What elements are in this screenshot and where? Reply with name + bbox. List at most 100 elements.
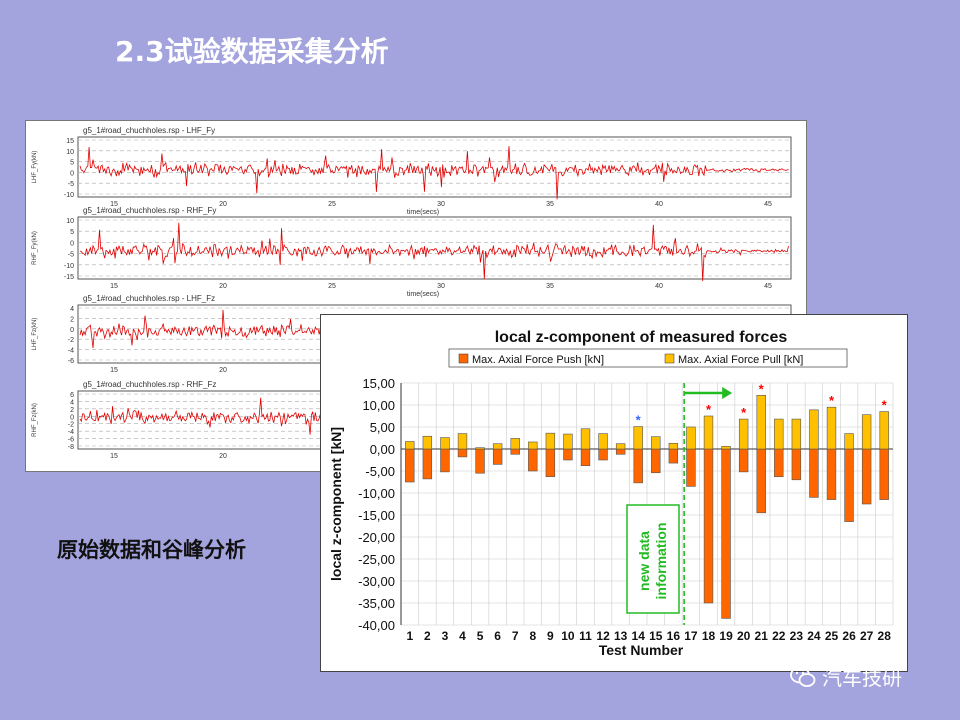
x-tick-label: 13 [614, 629, 628, 643]
watermark-text: 汽车技研 [822, 666, 902, 690]
waveform-xlabel: time(secs) [407, 209, 439, 216]
waveform-xtick-label: 20 [219, 201, 227, 208]
waveform-signal [79, 309, 321, 349]
x-tick-label: 7 [512, 629, 519, 643]
bar-marker: * [882, 398, 888, 413]
bar-marker: * [706, 402, 712, 417]
bar [668, 442, 679, 450]
bar [528, 448, 538, 472]
waveform-ytick-label: -5 [68, 181, 74, 188]
waveform-ytick-label: 5 [70, 229, 74, 236]
waveform-ytick-label: -10 [64, 263, 74, 270]
bar [510, 438, 520, 450]
x-tick-label: 11 [579, 629, 592, 643]
waveform-xtick-label: 15 [110, 283, 118, 290]
x-tick-label: 10 [561, 629, 575, 643]
x-tick-label: 3 [442, 629, 449, 643]
bar [545, 448, 556, 478]
bar [879, 448, 889, 500]
bar [492, 448, 503, 465]
bar [598, 433, 608, 450]
y-tick-label: -25,00 [358, 552, 395, 567]
bar-chart-svg: local z-component of measured forces Max.… [328, 329, 894, 658]
wechat-icon [790, 666, 816, 687]
bar [563, 433, 573, 450]
x-tick-label: 28 [878, 629, 892, 643]
waveform-xlabel: time(secs) [407, 291, 439, 298]
bar [791, 448, 802, 481]
x-tick-label: 24 [807, 629, 821, 643]
bar [492, 443, 503, 450]
bar [791, 418, 802, 450]
waveform-ytick-label: 0 [70, 414, 74, 421]
x-tick-label: 5 [477, 629, 484, 643]
x-tick-label: 14 [632, 629, 646, 643]
waveform-header: g5_1#road_chuchholes.rsp - LHF_Fz [83, 294, 215, 303]
bar [440, 437, 450, 450]
bar [703, 415, 714, 450]
bar [422, 435, 433, 450]
waveform-ytick-label: -2 [68, 337, 74, 344]
waveform-ytick-label: 4 [70, 399, 74, 406]
bar-marker: * [829, 393, 835, 408]
x-tick-label: 25 [825, 629, 839, 643]
bar [774, 448, 784, 478]
bar [651, 448, 661, 474]
waveform-ytick-label: 4 [70, 306, 74, 313]
x-tick-label: 27 [860, 629, 874, 643]
x-tick-label: 2 [424, 629, 431, 643]
bar [668, 448, 679, 464]
bar [826, 406, 837, 450]
bar [475, 447, 485, 450]
bar [686, 448, 696, 487]
waveform-ylabel: LHF_Fy(kN) [32, 151, 38, 184]
y-tick-label: 15,00 [362, 376, 395, 391]
bar [703, 448, 714, 604]
bar [738, 448, 749, 473]
waveform-xtick-label: 30 [437, 283, 445, 290]
waveform-ytick-label: -8 [68, 444, 74, 451]
x-tick-label: 6 [494, 629, 501, 643]
waveform-ytick-label: -2 [68, 422, 74, 429]
bar [440, 448, 450, 473]
x-tick-label: 23 [790, 629, 804, 643]
waveform-xtick-label: 15 [110, 367, 118, 374]
bar [844, 433, 854, 450]
bar [615, 448, 626, 455]
bar [405, 441, 415, 450]
waveform-ytick-label: -6 [68, 358, 74, 365]
waveform-signal [79, 397, 321, 435]
bar [457, 433, 468, 450]
waveform-ytick-label: 5 [70, 160, 74, 167]
bar [405, 448, 415, 483]
bar [475, 448, 485, 474]
waveform-panel: g5_1#road_chuchholes.rsp - LHF_Fy 15 10 5 0 -… [32, 126, 792, 216]
waveform-ytick-label: 0 [70, 327, 74, 334]
annotation-text-line2: information [653, 523, 669, 600]
bar-marker: * [759, 381, 765, 396]
waveform-ytick-label: 6 [70, 392, 74, 399]
y-tick-label: -30,00 [358, 574, 395, 589]
waveform-xtick-label: 15 [110, 453, 118, 460]
x-tick-label: 26 [842, 629, 856, 643]
y-tick-label: 5,00 [370, 420, 395, 435]
y-tick-label: -5,00 [365, 464, 395, 479]
waveform-header: g5_1#road_chuchholes.rsp - RHF_Fy [83, 206, 216, 215]
waveform-ylabel: RHF_Fy(kN) [32, 231, 38, 265]
x-tick-label: 8 [529, 629, 536, 643]
legend-label: Max. Axial Force Pull [kN] [678, 354, 803, 366]
waveform-xtick-label: 25 [328, 283, 336, 290]
bar [598, 448, 608, 461]
waveform-ytick-label: 10 [66, 218, 74, 225]
x-tick-label: 1 [406, 629, 413, 643]
x-tick-label: 16 [667, 629, 681, 643]
bar [756, 395, 766, 450]
waveform-plot-area [77, 216, 792, 280]
y-tick-label: 0,00 [370, 442, 395, 457]
waveform-ylabel: RHF_Fz(kN) [32, 403, 38, 437]
x-tick-label: 21 [755, 629, 769, 643]
waveform-xtick-label: 40 [655, 283, 663, 290]
waveform-xtick-label: 30 [437, 201, 445, 208]
y-axis-label: local z-component [kN] [328, 427, 344, 581]
force-bar-chart: local z-component of measured forces Max.… [320, 314, 908, 672]
